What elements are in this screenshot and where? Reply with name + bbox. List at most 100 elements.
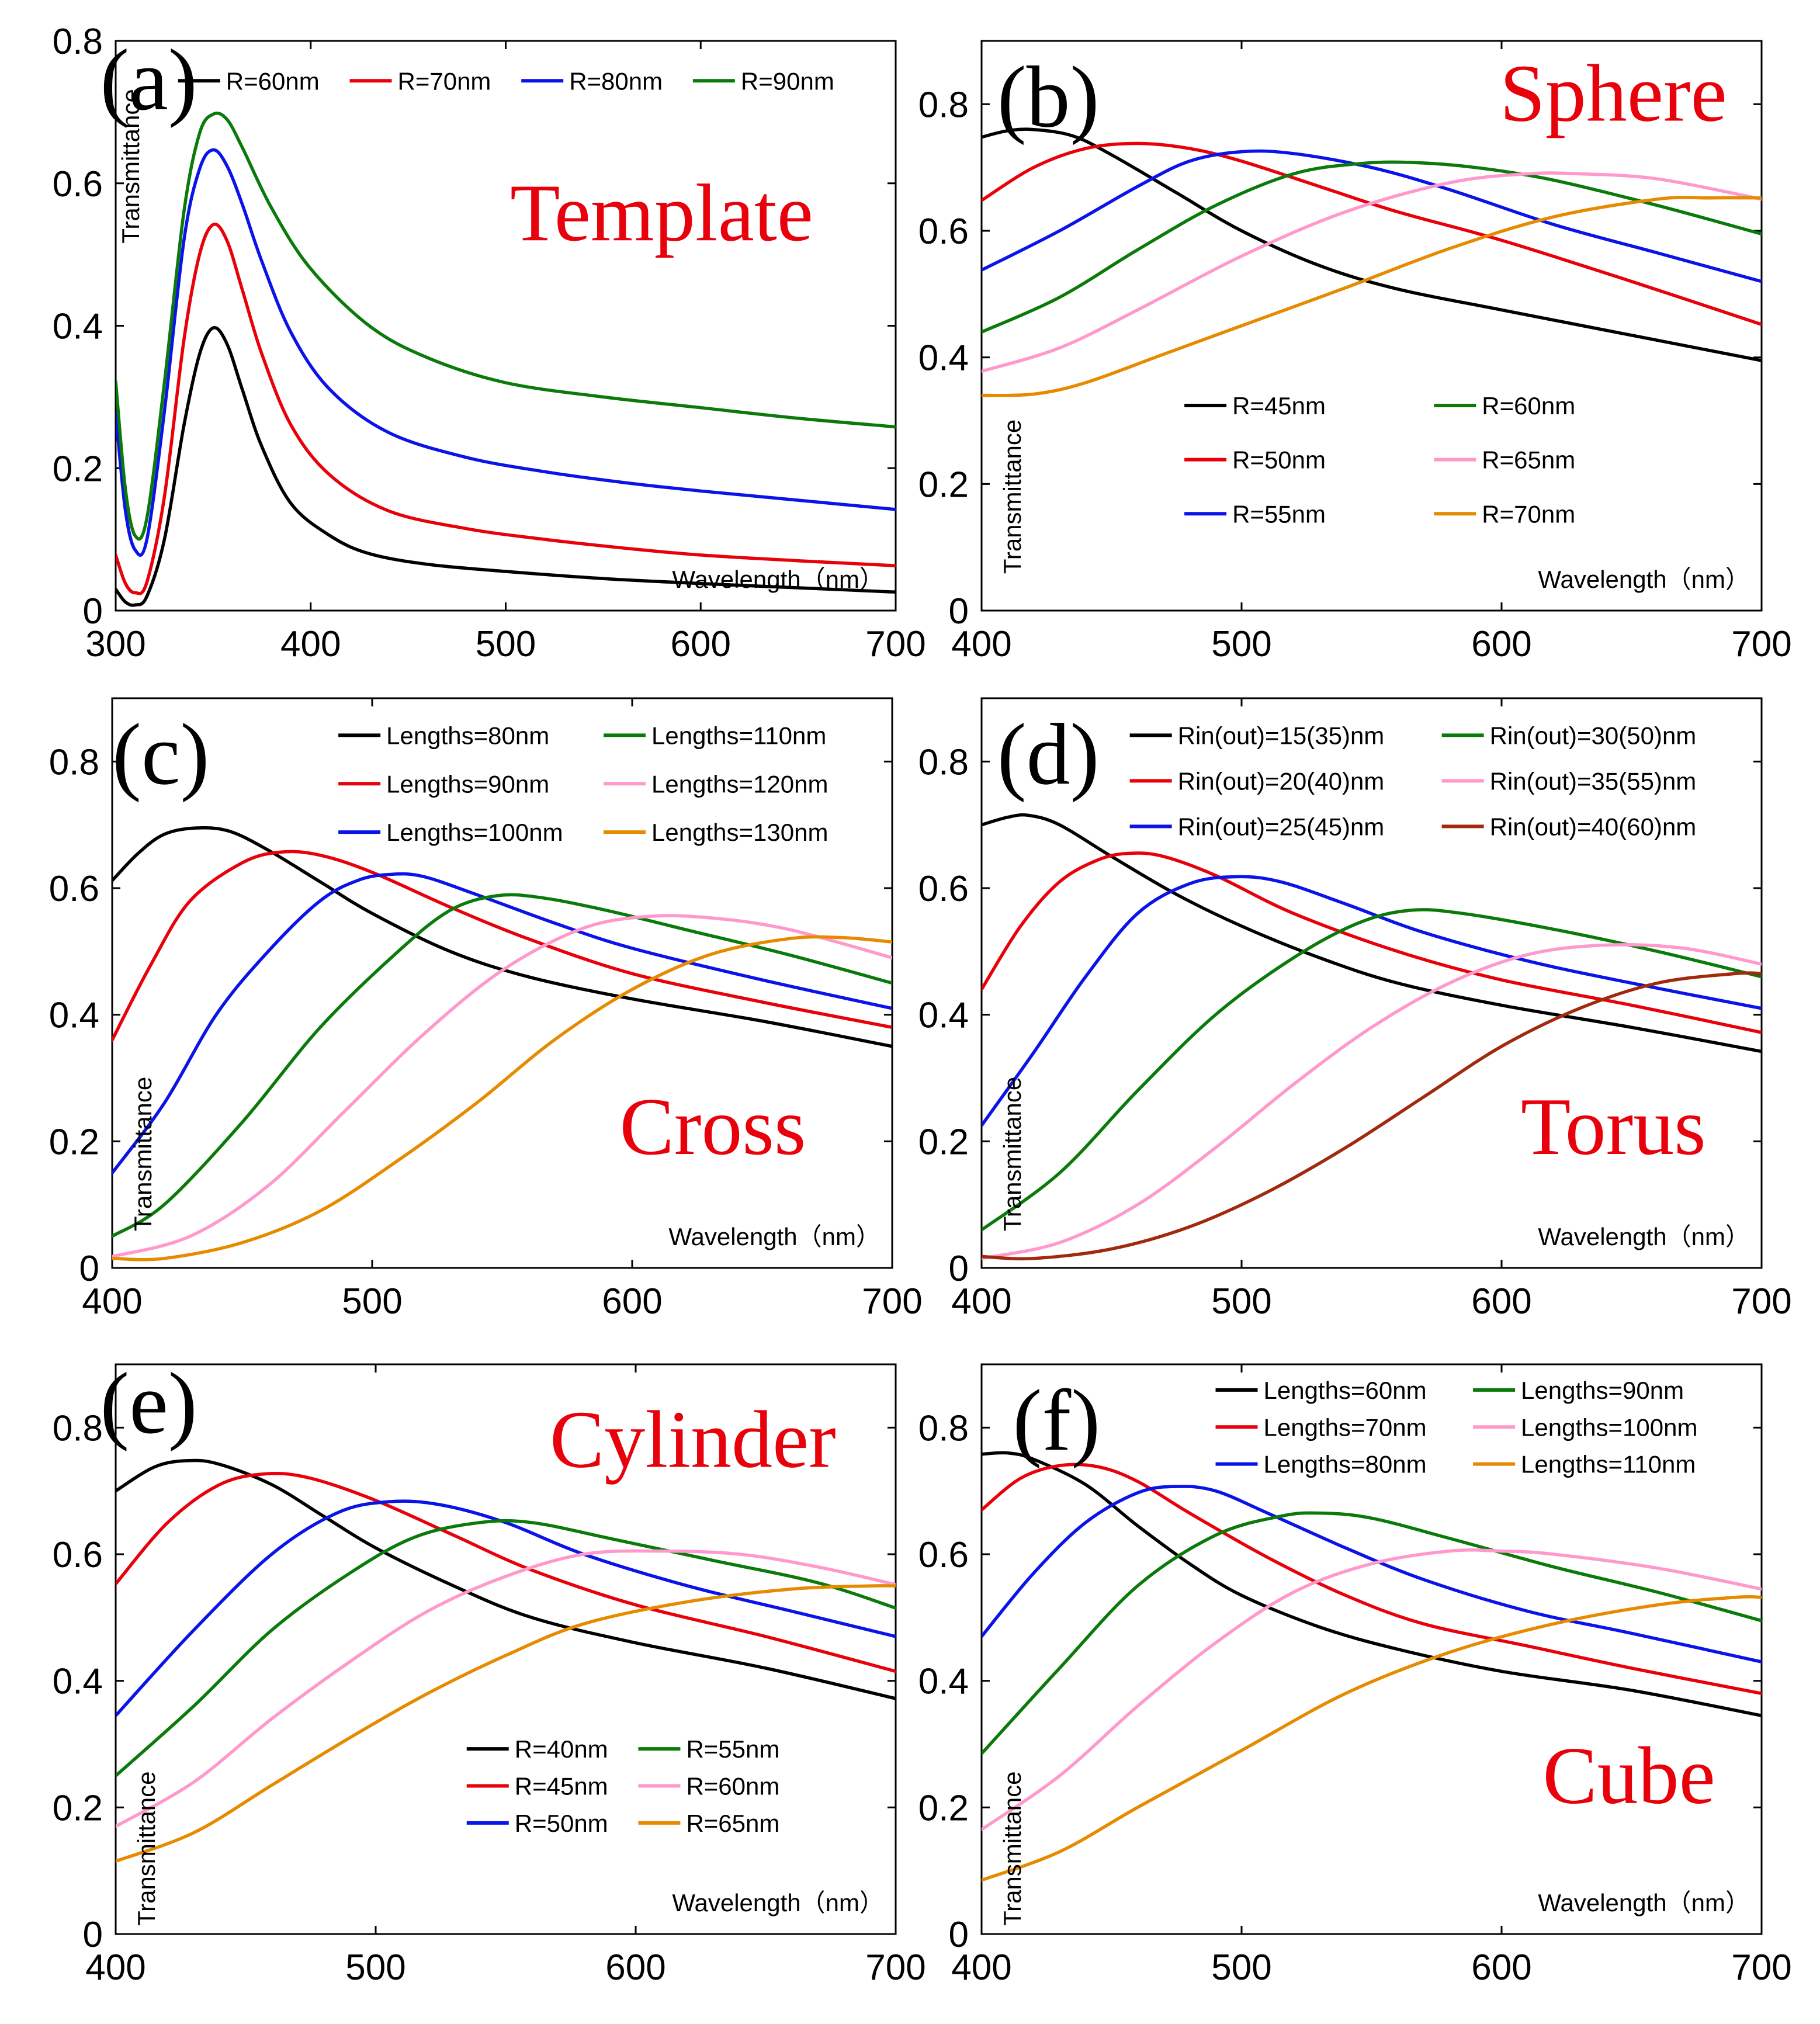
x-tick-label: 700 [1731, 1281, 1791, 1322]
series-group [116, 1458, 896, 1863]
x-tick-label: 400 [951, 1947, 1011, 1988]
x-tick-label: 600 [1471, 1947, 1531, 1988]
legend-label: R=70nm [398, 67, 491, 95]
chart-title: Sphere [1500, 48, 1727, 139]
y-axis-title: Transmittance [117, 89, 144, 244]
x-axis-title: Wavelength（nm） [668, 1223, 880, 1250]
legend-label: Lengths=130nm [651, 819, 828, 846]
panel-f: 400 500 600 70000.20.40.60.8Lengths=60nmLen… [918, 1363, 1792, 1988]
chart-title: Torus [1521, 1082, 1706, 1172]
series-line [116, 148, 896, 557]
y-tick-label: 0.2 [918, 1122, 969, 1162]
legend-label: Rin(out)=40(60)nm [1490, 813, 1697, 840]
y-tick-label: 0.2 [53, 1788, 103, 1828]
x-tick-label: 400 [951, 1281, 1011, 1322]
series-line [112, 914, 892, 1259]
legend-label: R=45nm [515, 1773, 608, 1800]
series-line [116, 222, 896, 595]
x-axis-title: Wavelength（nm） [1538, 566, 1750, 593]
series-line [116, 1584, 896, 1863]
y-tick-label: 0.2 [49, 1122, 99, 1162]
panel-label: (e) [100, 1355, 197, 1452]
y-tick-label: 0 [83, 1915, 103, 1955]
plot-frame [980, 1363, 1763, 1935]
series-line [112, 935, 892, 1261]
series-line [116, 112, 896, 541]
legend: R=60nm R=70nm R=80nm R=90nm [178, 67, 834, 95]
y-tick-label: 0.8 [49, 742, 99, 782]
legend-label: R=55nm [1232, 500, 1326, 528]
x-tick-label: 700 [1731, 1947, 1791, 1988]
series-group [116, 112, 896, 607]
series-group [982, 1451, 1762, 1882]
y-tick-label: 0.4 [53, 1662, 103, 1702]
series-line [982, 1511, 1762, 1756]
x-tick-label: 300 [85, 624, 145, 664]
y-tick-label: 0.4 [53, 307, 103, 347]
series-line [982, 1595, 1762, 1882]
x-tick-label: 400 [85, 1947, 145, 1988]
y-axis-title: Transmittance [133, 1771, 160, 1926]
series-line [982, 1485, 1762, 1663]
panel-label: (c) [112, 706, 209, 803]
y-tick-label: 0.6 [53, 164, 103, 205]
series-line [982, 141, 1762, 327]
legend-label: Rin(out)=25(45)nm [1178, 813, 1385, 840]
y-tick-label: 0.8 [918, 85, 969, 125]
series-line [116, 1499, 896, 1718]
series-line [982, 851, 1762, 1034]
panel-e: 400 500 600 700 0 0.2 0.4 0.6 0.8 R=40nm R=45nm R=5… [53, 1355, 926, 1988]
series-line [116, 1549, 896, 1828]
legend-label: Rin(out)=35(55)nm [1490, 767, 1697, 795]
series-line [116, 326, 896, 607]
series-line [982, 196, 1762, 397]
legend-label: Rin(out)=20(40)nm [1178, 767, 1385, 795]
x-tick-label: 600 [602, 1281, 662, 1322]
y-tick-label: 0.8 [918, 1408, 969, 1448]
legend-label: Lengths=120nm [651, 770, 828, 798]
series-group [982, 813, 1762, 1261]
x-tick-label: 500 [1211, 1947, 1271, 1988]
x-tick-label: 500 [1211, 1281, 1271, 1322]
y-tick-label: 0 [949, 1249, 969, 1289]
legend: Lengths=80nm Lengths=90nm Lengths=100nm Len… [338, 722, 828, 846]
legend-label: Lengths=90nm [1521, 1377, 1684, 1404]
legend-label: R=65nm [1482, 446, 1575, 474]
legend-label: Rin(out)=15(35)nm [1178, 722, 1385, 749]
x-tick-label: 400 [280, 624, 341, 664]
legend-label: R=40nm [515, 1735, 608, 1763]
chart-title: Cross [619, 1082, 806, 1172]
legend-label: R=60nm [226, 67, 320, 95]
series-line [982, 1451, 1762, 1718]
panel-b: 400 500 600 700 0 0.2 0.4 0.6 0.8 R=45nm R=50nm R=5… [918, 40, 1792, 664]
y-tick-label: 0 [83, 591, 103, 632]
panel-d: 400 500 600 700 0 0.2 0.4 0.6 0.8 Rin(out)=15(35)… [918, 697, 1792, 1322]
panel-c: 400 500 600 70000.20.40.60.8Lengths=80nmLen… [49, 697, 923, 1322]
chart-title: Cube [1542, 1731, 1715, 1821]
series-line [982, 149, 1762, 283]
x-axis-title: Wavelength（nm） [1538, 1889, 1750, 1916]
series-line [982, 908, 1762, 1232]
x-tick-label: 600 [1471, 624, 1531, 664]
legend-label: Lengths=70nm [1264, 1413, 1427, 1441]
series-line [116, 1519, 896, 1777]
series-line [982, 943, 1762, 1260]
legend-label: Lengths=110nm [651, 722, 826, 749]
legend-label: R=60nm [1482, 392, 1575, 420]
y-tick-label: 0 [79, 1249, 99, 1289]
series-line [116, 1458, 896, 1700]
legend-label: R=50nm [515, 1810, 608, 1837]
chart-title: Cylinder [550, 1395, 836, 1485]
x-axis-title: Wavelength（nm） [672, 1889, 884, 1916]
x-tick-label: 700 [1731, 624, 1791, 664]
legend-label: R=80nm [569, 67, 663, 95]
x-tick-label: 600 [1471, 1281, 1531, 1322]
chart-title: Template [510, 168, 813, 258]
legend-label: R=50nm [1232, 446, 1326, 474]
legend-label: R=65nm [686, 1810, 779, 1837]
panel-label: (d) [997, 706, 1100, 803]
legend: Rin(out)=15(35)nm Rin(out)=20(40)nm Rin(ou… [1129, 722, 1697, 840]
y-tick-label: 0.8 [53, 1408, 103, 1448]
legend-label: Lengths=80nm [1264, 1451, 1427, 1478]
